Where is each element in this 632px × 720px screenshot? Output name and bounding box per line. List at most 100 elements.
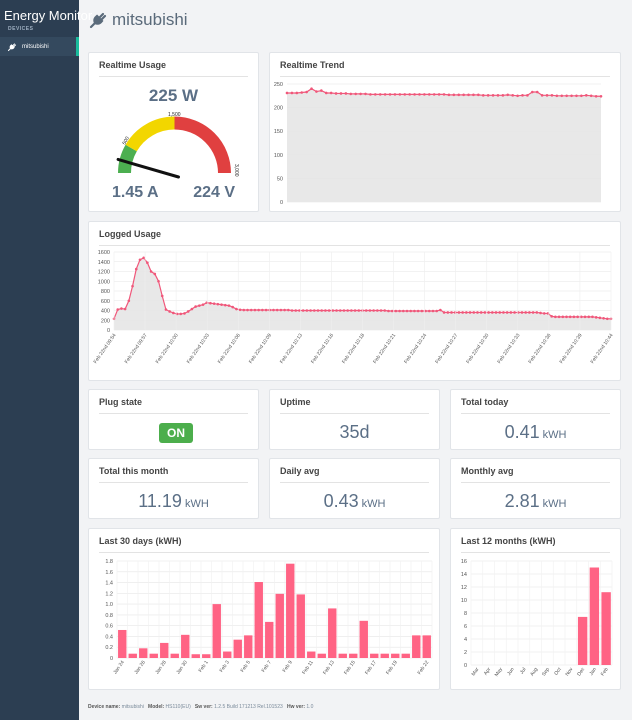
data-point	[372, 309, 375, 312]
data-point	[368, 309, 372, 312]
x-tick-label: Feb 3	[219, 660, 231, 674]
device-name-value: mitsubishi	[121, 704, 144, 710]
data-point	[253, 308, 257, 312]
data-point	[186, 310, 190, 313]
data-point	[457, 311, 461, 314]
y-tick-label: 1.4	[105, 581, 113, 587]
data-point	[209, 301, 212, 305]
data-point	[390, 309, 394, 313]
data-point	[420, 309, 424, 313]
bar	[296, 594, 305, 658]
bar	[601, 592, 611, 665]
x-tick-label: Feb 5	[240, 660, 252, 674]
data-point	[338, 309, 342, 312]
bar	[328, 608, 337, 658]
data-point	[329, 91, 333, 95]
data-point	[379, 309, 383, 312]
data-point	[238, 308, 242, 312]
sidebar-item-mitsubishi[interactable]: mitsubishi	[0, 37, 79, 56]
data-point	[374, 93, 377, 96]
data-point	[359, 92, 362, 96]
data-point	[557, 315, 561, 319]
data-point	[223, 303, 227, 307]
y-tick-label: 1600	[98, 250, 110, 256]
data-point	[220, 303, 223, 306]
data-point	[231, 305, 234, 309]
data-point	[501, 94, 505, 97]
bar	[391, 653, 400, 658]
gauge-tick-500: 500	[122, 136, 131, 146]
x-tick-label: Feb 22nd 09:54	[93, 333, 118, 365]
plug-toggle-button[interactable]: ON	[159, 423, 193, 443]
data-point	[535, 311, 539, 314]
y-tick-label: 1.2	[105, 591, 113, 597]
y-tick-label: 600	[101, 299, 110, 305]
data-point	[394, 309, 398, 313]
data-point	[413, 93, 416, 96]
data-point	[565, 94, 568, 98]
data-point	[591, 315, 594, 319]
gauge-tick-1500: 1,500	[168, 112, 181, 118]
data-point	[487, 311, 490, 314]
total-month-display: 11.19 kWH	[89, 491, 258, 512]
plug-icon	[7, 42, 17, 51]
app-title[interactable]: Energy Monitor	[4, 8, 93, 23]
data-point	[408, 93, 411, 96]
data-point	[453, 311, 457, 314]
data-point	[378, 93, 382, 96]
gauge-green-arc	[118, 144, 137, 174]
data-point	[283, 308, 286, 312]
card-title: Logged Usage	[99, 229, 610, 246]
data-point	[383, 309, 387, 312]
data-point	[246, 308, 249, 312]
data-point	[242, 308, 246, 312]
data-point	[442, 93, 446, 96]
area-fill	[287, 88, 601, 202]
data-point	[316, 309, 320, 312]
x-tick-label: Jul	[519, 667, 528, 676]
card-title: Uptime	[280, 397, 429, 414]
card-title: Total this month	[99, 466, 248, 483]
total-month-value: 11.19	[138, 491, 182, 511]
data-point	[249, 308, 253, 312]
data-point	[235, 307, 238, 311]
data-point	[409, 309, 413, 313]
data-point	[598, 316, 602, 320]
x-tick-label: Aug	[529, 667, 539, 678]
data-point	[398, 309, 401, 313]
data-point	[142, 256, 145, 260]
x-tick-label: Oct	[553, 666, 563, 676]
data-point	[555, 94, 559, 98]
data-point	[401, 309, 405, 313]
data-point	[457, 93, 461, 97]
x-tick-label: Feb 22nd 10:44	[590, 333, 615, 365]
x-tick-label: Feb 22nd 10:33	[496, 333, 521, 365]
data-point	[423, 93, 426, 96]
data-point	[427, 309, 431, 313]
bar	[181, 634, 190, 658]
y-tick-label: 0.8	[105, 613, 113, 619]
bar	[359, 620, 368, 658]
data-point	[570, 94, 573, 98]
logged-usage-chart: 0 200 400 600 800 1000 1200 1400 1600 Feb 22nd 09…	[93, 250, 615, 365]
unit-label: kWH	[542, 429, 567, 441]
sidebar-item-label: mitsubishi	[22, 43, 49, 50]
x-tick-label: Feb 22nd 09:57	[124, 333, 149, 365]
y-tick-label: 6	[464, 624, 467, 630]
x-tick-label: Feb 22nd 10:36	[528, 333, 553, 365]
y-tick-label: 150	[274, 129, 283, 135]
x-tick-label: Feb 11	[301, 660, 315, 676]
y-tick-label: 4	[464, 637, 467, 643]
data-point	[339, 92, 343, 95]
sw-ver-value: 1.2.5 Build 171213 Rel.101523	[214, 704, 283, 710]
y-tick-label: 2	[464, 650, 467, 656]
page-title: mitsubishi	[88, 10, 188, 30]
data-point	[472, 93, 475, 97]
data-point	[268, 308, 272, 312]
x-tick-label: Feb 22nd 10:24	[403, 333, 428, 365]
data-point	[275, 308, 279, 312]
y-tick-label: 0	[110, 656, 113, 662]
data-point	[437, 93, 441, 96]
bar	[244, 635, 253, 658]
data-point	[602, 317, 605, 320]
